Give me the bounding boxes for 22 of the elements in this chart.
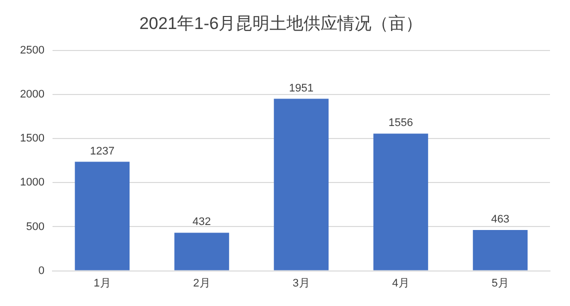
y-tick-label: 2500 (20, 44, 44, 56)
data-label: 463 (491, 214, 510, 226)
data-label: 1951 (288, 82, 314, 94)
y-tick-label: 1500 (20, 132, 44, 145)
y-tick-label: 2000 (20, 88, 44, 101)
y-tick-label: 0 (38, 264, 44, 277)
bar (174, 232, 230, 270)
bar (274, 98, 329, 270)
bar (373, 134, 428, 270)
x-tick-label: 2月 (193, 277, 210, 290)
data-label: 1237 (90, 145, 114, 158)
x-tick-label: 5月 (492, 277, 509, 290)
chart-title: 2021年1-6月昆明土地供应情况（亩） (139, 14, 423, 33)
data-label: 1556 (388, 117, 413, 130)
data-label: 432 (192, 216, 211, 228)
x-tick-label: 1月 (94, 277, 111, 290)
bar (74, 162, 130, 270)
bar (472, 230, 528, 270)
y-tick-label: 1000 (20, 176, 44, 189)
x-tick-label: 4月 (392, 277, 410, 290)
x-tick-label: 3月 (292, 277, 310, 290)
y-tick-label: 500 (26, 220, 44, 233)
